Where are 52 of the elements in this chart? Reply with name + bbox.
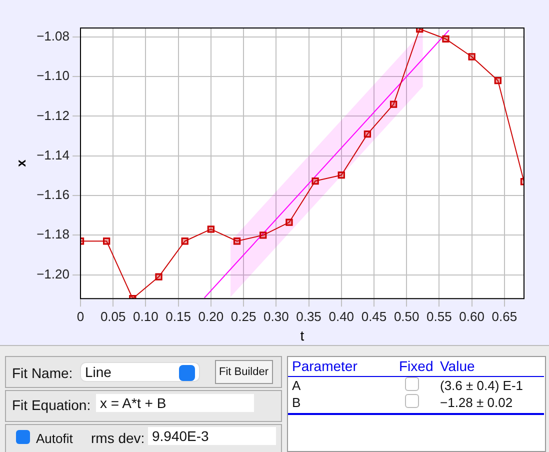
text: Parameter <box>292 358 358 374</box>
text: Autofit <box>36 431 73 446</box>
point <box>155 273 162 280</box>
x-tick-label: 0 <box>76 308 84 324</box>
point <box>494 76 502 84</box>
y-tick-label: −1.14 <box>36 147 70 162</box>
point <box>338 172 345 179</box>
text: Fit Name: <box>12 365 73 381</box>
y-tick-label: −1.20 <box>36 266 70 282</box>
point <box>260 232 267 239</box>
text: Value <box>440 358 475 374</box>
point <box>442 35 450 42</box>
x-tick-label: 0.60 <box>459 308 484 324</box>
x-tick-label: 0.15 <box>166 308 191 324</box>
y-tick-label: −1.12 <box>36 108 70 123</box>
point <box>233 238 241 245</box>
x-tick-label: 0.50 <box>394 308 420 324</box>
point <box>312 177 319 185</box>
text: A <box>292 378 301 393</box>
point <box>181 238 188 245</box>
x-tick-label: 0.05 <box>100 308 126 324</box>
x-tick-label: 0.30 <box>264 308 289 324</box>
y-tick-label: −1.18 <box>36 226 70 242</box>
point <box>468 53 476 60</box>
point <box>207 226 215 233</box>
text: −1.28 ± 0.02 <box>440 395 513 410</box>
x-tick-label: 0.65 <box>492 308 518 324</box>
point <box>364 130 372 138</box>
point <box>286 218 293 226</box>
point <box>103 238 110 245</box>
x-tick-label: 0.55 <box>426 308 452 324</box>
y-tick-label: −1.08 <box>36 28 70 44</box>
text: 9.940E-3 <box>148 427 276 445</box>
x-tick-label: 0.20 <box>198 308 224 324</box>
text: rms dev: <box>91 430 145 446</box>
text: Fixed <box>399 358 434 374</box>
text: B <box>292 395 301 410</box>
x-tick-label: 0.25 <box>230 308 256 324</box>
x-tick-label: 0.35 <box>296 308 322 324</box>
text: Line <box>80 362 200 382</box>
text: (3.6 ± 0.4) E-1 <box>440 378 524 393</box>
x-tick-label: 0.10 <box>133 308 158 324</box>
y-axis-title: x <box>13 158 28 167</box>
x-tick-label: 0.45 <box>361 308 387 324</box>
x-axis-title: t <box>300 327 304 344</box>
y-tick-label: −1.16 <box>36 187 70 202</box>
point <box>390 100 398 108</box>
x-tick-label: 0.40 <box>328 308 354 324</box>
y-tick-label: −1.10 <box>36 68 70 84</box>
text: x = A*t + B <box>96 394 254 412</box>
text: Fit Builder <box>215 360 273 384</box>
text: Fit Equation: <box>12 397 91 413</box>
